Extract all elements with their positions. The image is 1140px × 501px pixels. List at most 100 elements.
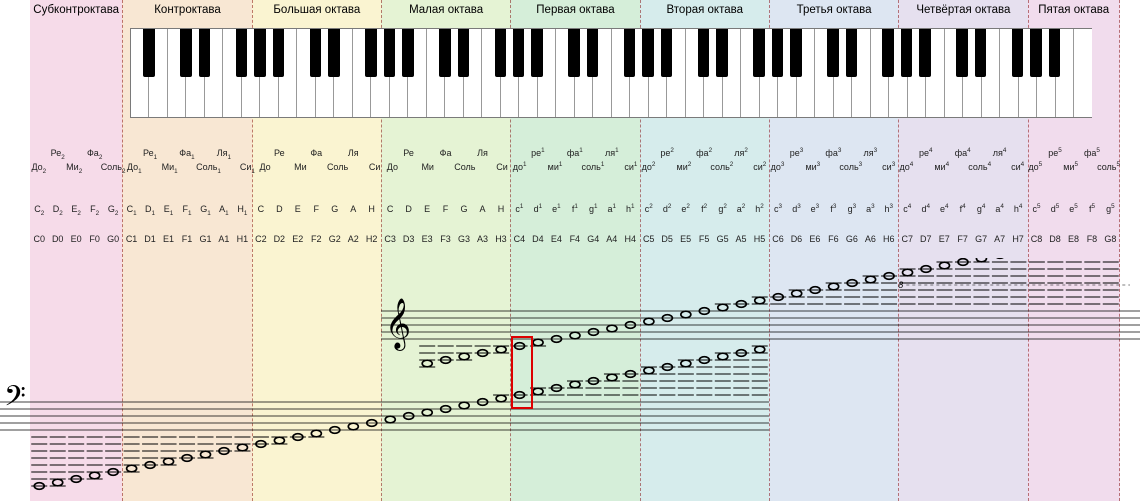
white-key [778,29,797,117]
solf1-cell: Ля [473,148,491,158]
solf1-cell: Ре [399,148,417,158]
helm-cell: D [399,204,417,214]
solf2-cell: соль5 [1097,162,1120,172]
solf2-cell: си3 [880,162,898,172]
white-key [593,29,612,117]
helm-cell: e5 [1064,204,1082,214]
white-key [686,29,705,117]
helm-cell: a1 [603,204,621,214]
solf2-cell: ми4 [933,162,951,172]
sci-cell: E7 [935,234,953,244]
helm-cell: a4 [990,204,1008,214]
helm-cell: c2 [639,204,657,214]
white-key [353,29,372,117]
solf2-cell: Соль [327,162,348,172]
sci-cell: A6 [861,234,879,244]
helm-cell: h1 [621,204,639,214]
solf2-cell: До1 [125,162,143,172]
white-key [1056,29,1075,117]
helm-cell: D [270,204,288,214]
solf1-cell [159,148,177,158]
white-key [945,29,964,117]
white-key [852,29,871,117]
white-key [1000,29,1019,117]
white-key [612,29,631,117]
helm-cell: H1 [233,204,251,214]
solf1-cell: Фа [307,148,325,158]
solf1-cell: Ре1 [141,148,159,158]
helm-cell: c3 [769,204,787,214]
helm-cell: H [492,204,510,214]
solf1-cell [122,148,140,158]
solf2-cell [221,162,239,172]
helm-cell: c4 [898,204,916,214]
sci-cell: D3 [399,234,417,244]
sci-cell: E8 [1064,234,1082,244]
sci-cell: D1 [141,234,159,244]
white-key [501,29,520,117]
white-key [704,29,723,117]
solf1-cell [1064,148,1082,158]
octave-label: Субконтроктава [30,0,122,26]
middle-c-highlight [511,336,533,409]
solf2-cell: до4 [898,162,916,172]
sci-cell: E3 [418,234,436,244]
sci-cell: A2 [344,234,362,244]
solf1-cell: Ре2 [48,148,66,158]
helm-cell: a3 [861,204,879,214]
helm-cell: A [473,204,491,214]
white-key [223,29,242,117]
solf1-cell [769,148,787,158]
sci-cell: E1 [159,234,177,244]
white-key [630,29,649,117]
white-key [186,29,205,117]
solf2-cell: соль4 [968,162,991,172]
sci-cell: A7 [990,234,1008,244]
sci-cell: G1 [196,234,214,244]
solf2-cell [401,162,419,172]
helm-cell: F2 [85,204,103,214]
helm-cell: g1 [584,204,602,214]
sci-cell: D6 [787,234,805,244]
sci-cell: C2 [252,234,270,244]
solf1-cell: Фа1 [178,148,196,158]
solf1-cell [584,148,602,158]
solf2-cell: до2 [640,162,658,172]
helm-cell: f4 [953,204,971,214]
solf2-cell [693,162,711,172]
sci-cell: F8 [1083,234,1101,244]
sci-cell: H5 [750,234,768,244]
solf1-cell: фа3 [824,148,842,158]
sci-cell: H3 [492,234,510,244]
sci-cell: A3 [473,234,491,244]
octave-label: Большая октава [253,0,381,26]
helm-cell: d2 [658,204,676,214]
sci-cell: G3 [455,234,473,244]
helm-cell: C1 [122,204,140,214]
solf2-cell: си4 [1009,162,1027,172]
solf1-cell [1101,148,1119,158]
white-key [168,29,187,117]
solf1-cell: Фа [436,148,454,158]
solf1-cell [104,148,122,158]
solf2-cell: си1 [622,162,640,172]
solf2-cell [951,162,969,172]
white-key [649,29,668,117]
sci-cell: H1 [233,234,251,244]
white-key [464,29,483,117]
solf2-cell [733,162,751,172]
sci-cell: C7 [898,234,916,244]
sci-cell: C6 [769,234,787,244]
white-key [926,29,945,117]
helm-cell: F [307,204,325,214]
helm-cell: C [252,204,270,214]
solf1-cell [1027,148,1045,158]
solf2-cell [915,162,933,172]
solf2-cell: до3 [769,162,787,172]
helm-cell: d5 [1046,204,1064,214]
solf2-cell: До [256,162,274,172]
solf1-cell [252,148,270,158]
helm-cell: g2 [713,204,731,214]
octave-label: Третья октава [770,0,898,26]
solfege-row-upper: Ре2Фа2Ре1Фа1Ля1РеФаЛяРеФаЛяре1фа1ля1ре2ф… [30,148,1120,158]
